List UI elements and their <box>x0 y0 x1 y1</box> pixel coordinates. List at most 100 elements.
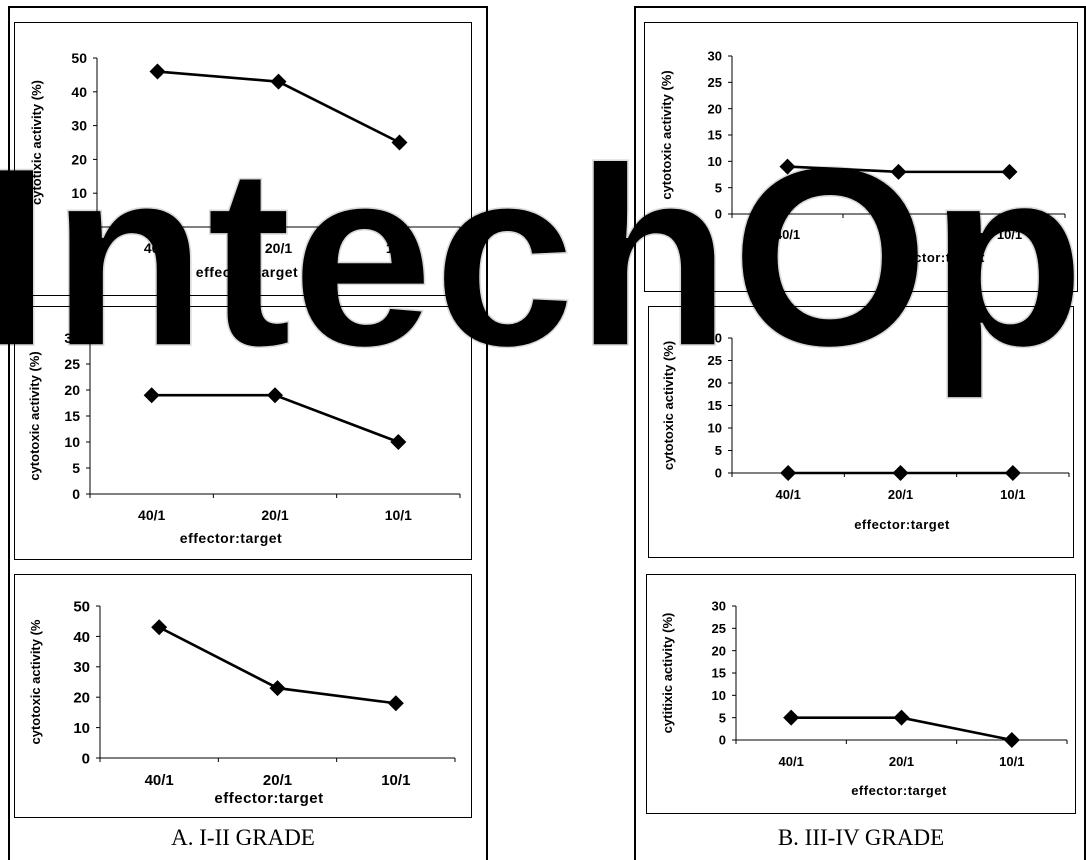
category-label: 40/1 <box>776 487 801 502</box>
y-tick-label: 10 <box>708 421 722 436</box>
y-tick-label: 10 <box>64 434 80 450</box>
data-point-marker <box>1001 163 1018 180</box>
data-point-marker <box>149 63 166 80</box>
y-tick-label: 30 <box>64 330 80 346</box>
y-tick-label: 30 <box>708 49 722 64</box>
y-tick-label: 0 <box>82 750 90 767</box>
category-label: 10/1 <box>999 754 1024 769</box>
y-tick-label: 5 <box>715 180 722 195</box>
category-label: 40/1 <box>145 772 174 789</box>
data-point-marker <box>387 695 404 712</box>
y-tick-label: 10 <box>73 720 90 737</box>
y-axis-label: cytotoxic activity (%) <box>661 341 676 470</box>
y-tick-label: 25 <box>712 621 726 636</box>
y-tick-label: 50 <box>71 50 87 66</box>
data-point-marker <box>779 158 796 175</box>
category-label: 10/1 <box>1000 487 1025 502</box>
category-label: 20/1 <box>889 754 914 769</box>
chart-svg: 0 5 10 15 20 25 30 40/1 20/1 10/1 effector:target c… <box>661 331 1070 532</box>
y-axis-label: cytotoxic activity (% <box>28 619 43 744</box>
group-a-frame <box>8 6 488 860</box>
chart-svg: 0 5 10 15 20 25 30 40/1 20/1 10/1 effector:target c… <box>27 330 461 546</box>
data-point-marker <box>1003 732 1020 748</box>
chart-panel-b1: 0 5 10 15 20 25 30 40/1 20/1 10/1 effector:target c… <box>644 22 1078 292</box>
category-label: 10/1 <box>386 240 413 256</box>
category-label: 10/1 <box>381 772 410 789</box>
y-tick-label: 0 <box>72 486 80 502</box>
chart-svg: 0 5 10 15 20 25 30 40/1 20/1 10/1 effector:target c… <box>660 599 1068 798</box>
data-point-marker <box>143 387 160 404</box>
y-tick-label: 15 <box>64 408 80 424</box>
chart-panel-b2: 0 5 10 15 20 25 30 40/1 20/1 10/1 effector:target c… <box>648 306 1074 558</box>
y-axis-label: cytotoxic activity (%) <box>659 70 674 199</box>
data-point-marker <box>267 387 283 404</box>
y-tick-label: 25 <box>64 356 80 372</box>
category-label: 20/1 <box>261 507 288 523</box>
y-tick-label: 0 <box>719 733 726 748</box>
y-tick-label: 25 <box>708 75 722 90</box>
y-tick-label: 20 <box>708 376 722 391</box>
category-label: 10/1 <box>997 227 1022 242</box>
y-tick-label: 10 <box>708 154 722 169</box>
y-tick-label: 15 <box>712 666 726 681</box>
data-point-marker <box>390 434 407 450</box>
y-tick-label: 0 <box>715 466 722 481</box>
y-tick-label: 20 <box>64 382 80 398</box>
category-label: 40/1 <box>144 240 171 256</box>
category-label: 20/1 <box>886 227 911 242</box>
y-tick-label: 10 <box>712 688 726 703</box>
group-b-frame <box>634 6 1086 860</box>
data-point-marker <box>270 73 287 90</box>
chart-panel-a1: 0 10 20 30 40 50 40/1 20/1 10/1 effector:target cy… <box>14 22 472 296</box>
x-axis-label: effector:target <box>196 264 298 280</box>
category-label: 10/1 <box>385 507 412 523</box>
data-point-marker <box>893 709 910 726</box>
y-tick-label: 20 <box>708 101 722 116</box>
y-tick-label: 15 <box>708 128 722 143</box>
chart-panel-b3: 0 5 10 15 20 25 30 40/1 20/1 10/1 effector:target c… <box>646 574 1076 814</box>
caption-a: A. I-II GRADE <box>171 825 315 850</box>
category-label: 40/1 <box>138 507 165 523</box>
y-tick-label: 30 <box>71 118 87 134</box>
x-axis-label: effector:target <box>854 517 950 532</box>
y-tick-label: 5 <box>72 460 80 476</box>
y-tick-label: 40 <box>73 629 90 646</box>
y-tick-label: 15 <box>708 398 722 413</box>
data-point-marker <box>269 680 286 697</box>
data-point-marker <box>783 709 800 726</box>
category-label: 20/1 <box>265 240 292 256</box>
chart-svg: 0 10 20 30 40 50 40/1 20/1 10/1 effector:target cy… <box>29 50 461 280</box>
category-label: 40/1 <box>779 754 804 769</box>
x-axis-label: effector:target <box>214 790 323 807</box>
x-axis-label: effector:target <box>180 530 282 546</box>
y-tick-label: 30 <box>712 599 726 614</box>
y-tick-label: 5 <box>715 443 722 458</box>
category-label: 20/1 <box>888 487 913 502</box>
y-tick-label: 0 <box>79 219 87 235</box>
y-tick-label: 40 <box>71 84 87 100</box>
category-label: 20/1 <box>263 772 292 789</box>
y-tick-label: 20 <box>73 690 90 707</box>
y-tick-label: 25 <box>708 353 722 368</box>
chart-svg: 0 5 10 15 20 25 30 40/1 20/1 10/1 effector:target c… <box>659 49 1066 265</box>
y-tick-label: 30 <box>708 331 722 346</box>
y-tick-label: 10 <box>71 185 87 201</box>
x-axis-label: effector:target <box>889 250 985 265</box>
y-axis-label: cytotixic activity (%) <box>29 80 44 205</box>
data-point-marker <box>1004 465 1021 481</box>
y-tick-label: 0 <box>715 207 722 222</box>
data-point-marker <box>391 134 408 151</box>
data-point-marker <box>890 163 907 180</box>
data-point-marker <box>892 465 909 481</box>
y-tick-label: 20 <box>712 643 726 658</box>
y-axis-label: cytotoxic activity (%) <box>27 351 42 480</box>
x-axis-label: effector:target <box>851 783 947 798</box>
chart-panel-a2: 0 5 10 15 20 25 30 40/1 20/1 10/1 effector:target c… <box>14 306 472 560</box>
y-tick-label: 30 <box>73 659 90 676</box>
chart-svg: 0 10 20 30 40 50 40/1 20/1 10/1 effector:target cy… <box>28 598 456 807</box>
y-tick-label: 50 <box>73 598 90 615</box>
y-axis-label: cytitixic activity (%) <box>660 613 675 734</box>
caption-b: B. III-IV GRADE <box>777 825 945 850</box>
chart-panel-a3: 0 10 20 30 40 50 40/1 20/1 10/1 effector:target cy… <box>14 574 472 818</box>
y-tick-label: 20 <box>71 151 87 167</box>
